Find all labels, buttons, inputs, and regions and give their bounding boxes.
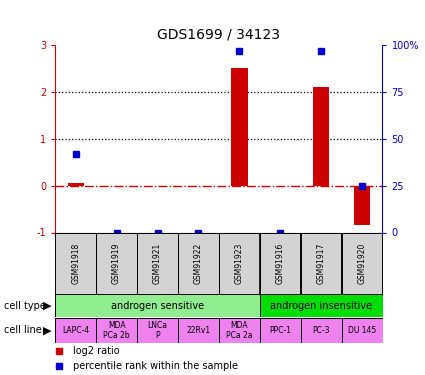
Title: GDS1699 / 34123: GDS1699 / 34123	[157, 27, 280, 41]
Text: LAPC-4: LAPC-4	[62, 326, 89, 335]
Text: MDA
PCa 2a: MDA PCa 2a	[226, 321, 252, 340]
Text: GSM91917: GSM91917	[317, 243, 326, 284]
Bar	[55, 318, 96, 343]
Text: GSM91922: GSM91922	[194, 243, 203, 284]
Text: PPC-1: PPC-1	[269, 326, 291, 335]
Bar	[260, 318, 300, 343]
Bar	[342, 318, 383, 343]
Text: androgen insensitive: androgen insensitive	[270, 301, 372, 310]
Bar	[260, 294, 382, 317]
Bar	[178, 318, 219, 343]
Text: MDA
PCa 2b: MDA PCa 2b	[103, 321, 130, 340]
Text: GSM91923: GSM91923	[235, 243, 244, 284]
Text: GSM91920: GSM91920	[357, 243, 366, 284]
Text: DU 145: DU 145	[348, 326, 376, 335]
Bar	[260, 233, 300, 294]
Bar	[96, 233, 137, 294]
Bar	[300, 318, 342, 343]
Bar	[55, 294, 260, 317]
Text: ▶: ▶	[42, 301, 51, 310]
Text: cell line: cell line	[4, 326, 42, 335]
Bar	[342, 233, 383, 294]
Bar	[137, 233, 178, 294]
Bar	[55, 233, 96, 294]
Bar	[219, 318, 260, 343]
Bar	[301, 233, 341, 294]
Text: LNCa
P: LNCa P	[147, 321, 167, 340]
Text: log2 ratio: log2 ratio	[73, 346, 120, 355]
Bar	[231, 68, 247, 186]
Text: percentile rank within the sample: percentile rank within the sample	[73, 361, 238, 370]
Text: GSM91919: GSM91919	[112, 243, 121, 284]
Text: 22Rv1: 22Rv1	[186, 326, 210, 335]
Bar	[178, 233, 219, 294]
Bar	[68, 183, 84, 186]
Bar	[219, 233, 260, 294]
Text: androgen sensitive: androgen sensitive	[111, 301, 204, 310]
Text: cell type: cell type	[4, 301, 46, 310]
Text: ▶: ▶	[42, 326, 51, 335]
Text: GSM91921: GSM91921	[153, 243, 162, 284]
Bar	[354, 186, 370, 225]
Text: GSM91918: GSM91918	[71, 243, 80, 284]
Bar	[313, 87, 329, 186]
Bar	[137, 318, 178, 343]
Text: PC-3: PC-3	[312, 326, 330, 335]
Text: GSM91916: GSM91916	[276, 243, 285, 284]
Bar	[96, 318, 137, 343]
